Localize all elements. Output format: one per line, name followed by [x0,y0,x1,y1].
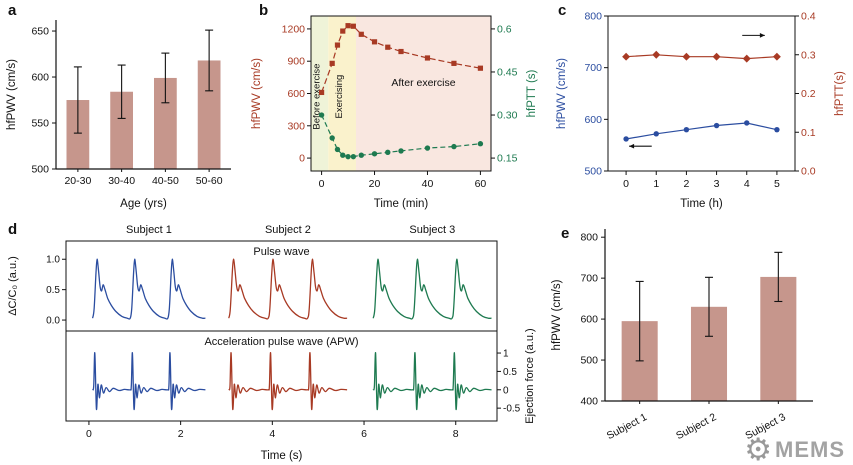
svg-text:700: 700 [580,273,598,285]
svg-text:Ejection force (a.u.): Ejection force (a.u.) [524,328,536,423]
svg-text:Subject 3: Subject 3 [409,224,455,236]
svg-text:Time (min): Time (min) [374,198,429,210]
svg-text:hfPTT(s): hfPTT(s) [834,71,846,116]
svg-text:800: 800 [584,11,602,23]
svg-text:900: 900 [287,56,305,68]
svg-text:0.15: 0.15 [497,153,518,165]
svg-text:0.5: 0.5 [46,285,60,296]
svg-text:400: 400 [580,396,598,408]
panel-b: b Before exercise Exercising After exercis… [245,0,545,215]
svg-text:700: 700 [584,62,602,74]
mems-watermark: ⚙ MEMS [744,434,845,465]
svg-text:-0.5: -0.5 [503,404,521,415]
svg-text:20: 20 [369,178,381,190]
panel-label-c: c [558,2,567,19]
svg-text:3: 3 [714,178,720,190]
svg-text:0.5: 0.5 [503,367,517,378]
svg-text:800: 800 [580,232,598,244]
svg-text:Subject 1: Subject 1 [605,411,649,442]
svg-text:30-40: 30-40 [108,175,135,187]
subject-pwv-bar-chart: Subject 1 Subject 2 Subject 34005006007008… [551,229,813,442]
svg-text:1200: 1200 [282,23,306,35]
svg-text:50-60: 50-60 [196,175,223,187]
svg-text:ΔC/C₀ (a.u.): ΔC/C₀ (a.u.) [7,256,19,316]
svg-text:6: 6 [361,428,367,440]
panel-label-a: a [8,2,17,19]
svg-text:hfPTT (s): hfPTT (s) [526,69,538,117]
exercise-time-series-chart: Before exercise Exercising After exercise 0… [251,15,538,210]
svg-text:500: 500 [580,355,598,367]
svg-text:0.2: 0.2 [801,88,816,100]
svg-text:0: 0 [319,178,325,190]
panel-e: e Subject 1 Subject 2 Subject 3 400 500 600 70… [545,215,853,465]
svg-text:0.4: 0.4 [801,11,816,23]
svg-text:0: 0 [86,428,92,440]
svg-text:Subject 2: Subject 2 [674,411,718,442]
svg-text:Acceleration pulse wave (APW): Acceleration pulse wave (APW) [204,336,358,348]
svg-text:5: 5 [774,178,780,190]
svg-text:Subject 1: Subject 1 [126,224,172,236]
svg-text:Subject 2: Subject 2 [265,224,311,236]
svg-text:2: 2 [178,428,184,440]
svg-text:1: 1 [653,178,659,190]
svg-text:650: 650 [31,26,49,38]
svg-text:Time (h): Time (h) [680,198,723,210]
panel-label-b: b [259,2,269,19]
watermark-text: MEMS [775,436,845,462]
svg-text:0.0: 0.0 [801,166,816,178]
svg-text:Age (yrs): Age (yrs) [120,198,167,210]
svg-text:4: 4 [744,178,750,190]
svg-text:60: 60 [475,178,487,190]
svg-text:1: 1 [503,349,509,360]
svg-text:Pulse wave: Pulse wave [253,246,309,258]
svg-text:0.1: 0.1 [801,127,816,139]
panel-label-e: e [561,225,570,242]
svg-text:0.30: 0.30 [497,110,518,122]
longterm-time-series-chart: 500 600 700 800 0.0 0.1 0.2 0.3 0.4 0 1 2 3 4 5 Time (h… [556,11,846,211]
panel-d: d 0.0 0.5 1.0 1 0.5 0 -0.5 0 2 4 6 8 Time (s) ΔC/C₀ (… [0,215,545,465]
svg-text:Time (s): Time (s) [261,450,303,462]
svg-text:Before exercise: Before exercise [312,64,323,130]
svg-text:500: 500 [31,164,49,176]
panel-a: a 20-30 30-40 40-50 50-60 500 550 600 650 Age (y… [0,0,245,215]
svg-text:0.6: 0.6 [497,23,512,35]
svg-text:300: 300 [287,120,305,132]
svg-text:hfPWV (cm/s): hfPWV (cm/s) [551,279,563,350]
svg-text:500: 500 [584,166,602,178]
panel-label-d: d [8,221,18,238]
svg-text:0: 0 [503,385,509,396]
svg-text:40: 40 [422,178,434,190]
svg-text:0.3: 0.3 [801,49,816,61]
svg-text:0: 0 [623,178,629,190]
svg-text:Exercising: Exercising [334,75,345,119]
svg-text:After exercise: After exercise [391,77,455,89]
svg-text:600: 600 [31,72,49,84]
svg-text:hfPWV (cm/s): hfPWV (cm/s) [251,58,263,129]
svg-text:600: 600 [580,314,598,326]
svg-text:1.0: 1.0 [46,255,60,266]
svg-text:600: 600 [584,114,602,126]
svg-text:hfPWV (cm/s): hfPWV (cm/s) [556,58,568,129]
svg-text:20-30: 20-30 [64,175,91,187]
svg-text:0.0: 0.0 [46,316,60,327]
panel-c: c 500 600 700 800 0.0 0.1 0.2 0.3 0.4 0 1 2 3 4 5 Time … [550,0,853,215]
svg-text:0.45: 0.45 [497,66,518,78]
svg-text:4: 4 [269,428,275,440]
svg-text:8: 8 [453,428,459,440]
svg-text:550: 550 [31,118,49,130]
pulse-waveform-chart: 0.0 0.5 1.0 1 0.5 0 -0.5 0 2 4 6 8 Time (s) ΔC/C₀ (a.… [7,224,536,462]
svg-text:2: 2 [683,178,689,190]
svg-text:40-50: 40-50 [152,175,179,187]
gear-icon: ⚙ [744,432,772,465]
svg-text:hfPWV (cm/s): hfPWV (cm/s) [6,59,18,130]
svg-text:600: 600 [287,88,305,100]
svg-text:0: 0 [299,153,305,165]
age-pwv-bar-chart: 20-30 30-40 40-50 50-60 500 550 600 650 Age (yrs… [6,20,231,210]
